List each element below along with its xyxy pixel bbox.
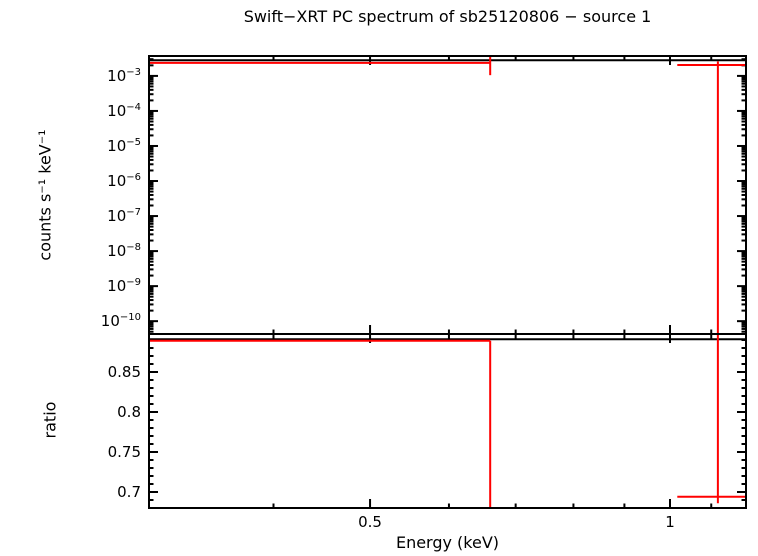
chart-title: Swift−XRT PC spectrum of sb25120806 − so…: [243, 7, 652, 26]
y-tick-label: 10−4: [107, 102, 141, 120]
y-tick-label: 0.85: [108, 363, 141, 381]
y-tick-label: 0.7: [117, 483, 141, 501]
panel-frame: [148, 333, 747, 509]
x-tick-label: 1: [665, 513, 675, 531]
y-tick-label: 10−5: [107, 137, 141, 155]
y-tick-label: 10−3: [107, 67, 141, 85]
y-tick-label: 10−8: [107, 242, 141, 260]
x-axis-label: Energy (keV): [395, 533, 500, 552]
panel-frame: [148, 55, 747, 335]
y-tick-label: 10−9: [107, 277, 141, 295]
x-tick-label: 0.5: [358, 513, 382, 531]
y-tick-label: 10−10: [101, 312, 141, 330]
y-tick-label: 10−7: [107, 207, 141, 225]
y-tick-label: 0.75: [108, 443, 141, 461]
y-tick-label: 0.8: [117, 403, 141, 421]
y-tick-label: 10−6: [107, 172, 141, 190]
